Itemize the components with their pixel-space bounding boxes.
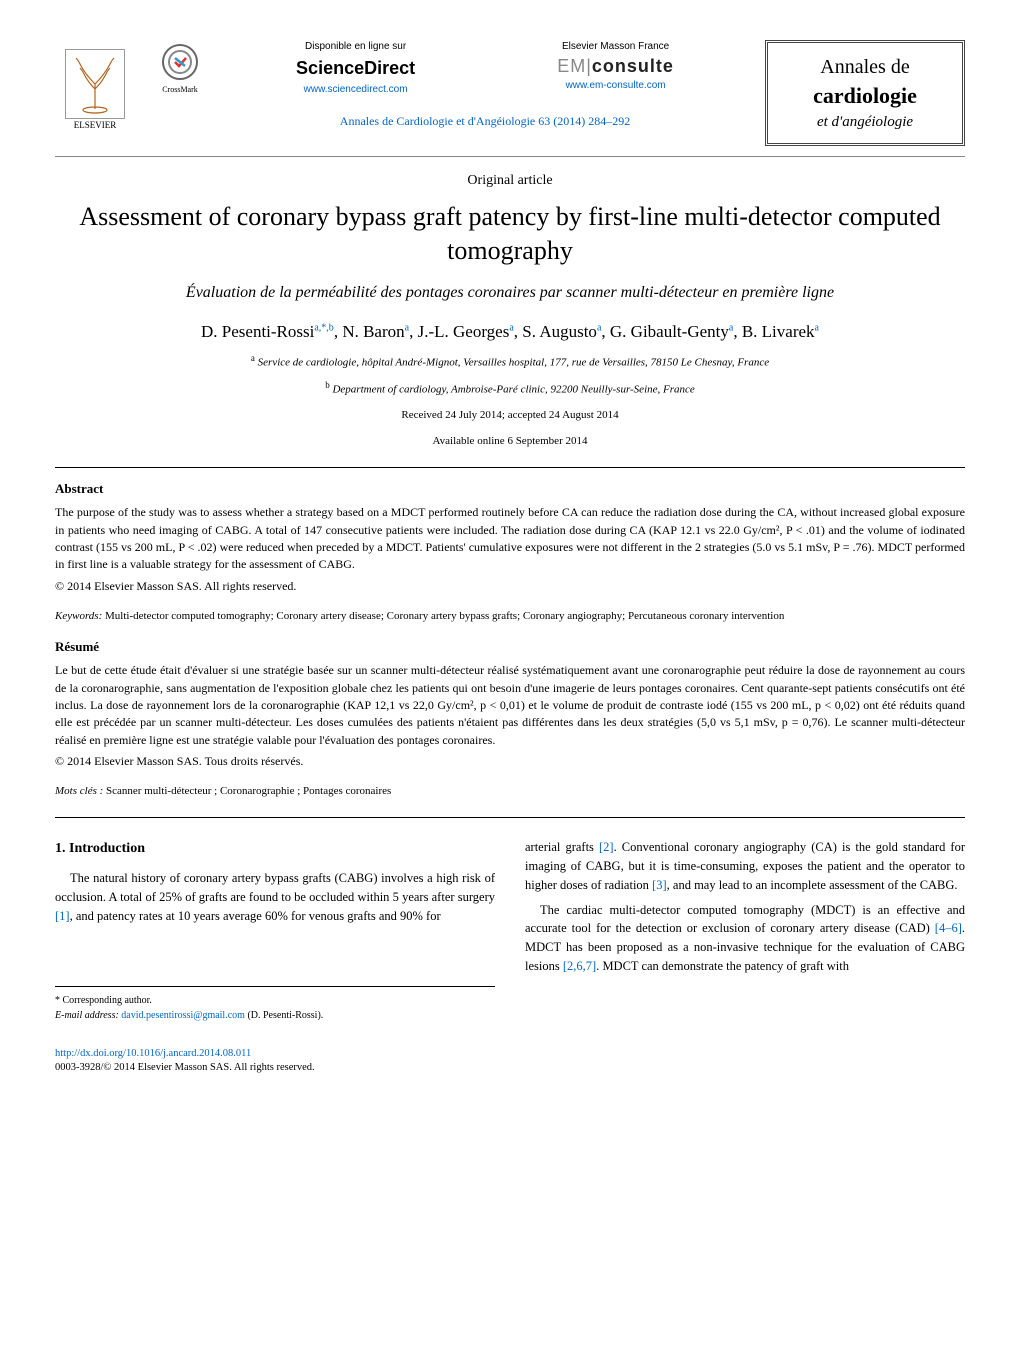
article-subtitle: Évaluation de la perméabilité des pontag… [55, 282, 965, 304]
keywords-label-en: Keywords: [55, 610, 102, 622]
doi-block: http://dx.doi.org/10.1016/j.ancard.2014.… [55, 1047, 965, 1076]
keywords-en: Keywords: Multi-detector computed tomogr… [55, 609, 965, 624]
author-affil-sup: a [815, 323, 819, 334]
author-name: N. Baron [342, 322, 404, 341]
author-affil-sup: a [405, 323, 409, 334]
keywords-label-fr: Mots clés : [55, 785, 103, 797]
author-affil-sup: a,*,b [314, 323, 333, 334]
author-affil-sup: a [509, 323, 513, 334]
right-column: arterial grafts [2]. Conventional corona… [525, 838, 965, 1022]
ref-2-6-7[interactable]: [2,6,7] [563, 959, 596, 973]
ref-3[interactable]: [3] [652, 878, 667, 892]
email-link[interactable]: david.pesentirossi@gmail.com [121, 1010, 245, 1021]
right-p1: arterial grafts [2]. Conventional corona… [525, 838, 965, 894]
abstract-heading: Abstract [55, 480, 965, 498]
affiliation: a Service de cardiologie, hôpital André-… [55, 352, 965, 371]
article-title: Assessment of coronary bypass graft pate… [55, 200, 965, 268]
elsevier-tree-icon [65, 49, 125, 119]
emconsulte-block: Elsevier Masson France EM|consulte www.e… [557, 40, 674, 97]
emconsulte-brand: EM|consulte [557, 54, 674, 79]
keywords-text-fr: Scanner multi-détecteur ; Coronarographi… [106, 785, 391, 797]
left-column: 1. Introduction The natural history of c… [55, 838, 495, 1022]
rule-top [55, 467, 965, 468]
corr-author: * Corresponding author. [55, 993, 495, 1008]
author-affil-sup: a [597, 323, 601, 334]
crossmark-label: CrossMark [162, 84, 198, 95]
author-name: S. Augusto [522, 322, 597, 341]
em-publisher: Elsevier Masson France [557, 40, 674, 54]
received-line: Received 24 July 2014; accepted 24 Augus… [55, 408, 965, 423]
journal-reference[interactable]: Annales de Cardiologie et d'Angéiologie … [340, 113, 630, 130]
sciencedirect-brand: ScienceDirect [296, 56, 415, 81]
resume-text: Le but de cette étude était d'évaluer si… [55, 662, 965, 749]
sd-availability: Disponible en ligne sur [296, 40, 415, 54]
masthead: ELSEVIER CrossMark Disponible en ligne s… [55, 40, 965, 157]
email-label: E-mail address: [55, 1010, 119, 1021]
corresponding-footnote: * Corresponding author. E-mail address: … [55, 986, 495, 1023]
resume-heading: Résumé [55, 638, 965, 656]
elsevier-label: ELSEVIER [74, 119, 117, 132]
right-p2: The cardiac multi-detector computed tomo… [525, 901, 965, 976]
crossmark-badge[interactable]: CrossMark [155, 40, 205, 100]
resume-copyright: © 2014 Elsevier Masson SAS. Tous droits … [55, 753, 965, 770]
abstract-copyright: © 2014 Elsevier Masson SAS. All rights r… [55, 578, 965, 595]
author-name: B. Livarek [742, 322, 815, 341]
crossmark-icon [162, 44, 198, 80]
author-name: D. Pesenti-Rossi [201, 322, 314, 341]
journal-name-2: cardiologie [778, 81, 952, 112]
sciencedirect-block: Disponible en ligne sur ScienceDirect ww… [296, 40, 415, 97]
ref-2[interactable]: [2] [599, 840, 614, 854]
journal-name-1: Annales de [778, 53, 952, 81]
email-who: (D. Pesenti-Rossi). [247, 1010, 323, 1021]
corr-email-line: E-mail address: david.pesentirossi@gmail… [55, 1008, 495, 1023]
journal-name-3: et d'angéiologie [778, 112, 952, 133]
ref-1[interactable]: [1] [55, 909, 70, 923]
online-line: Available online 6 September 2014 [55, 434, 965, 449]
issn-line: 0003-3928/© 2014 Elsevier Masson SAS. Al… [55, 1062, 315, 1073]
elsevier-logo: ELSEVIER [55, 40, 135, 140]
sciencedirect-link[interactable]: www.sciencedirect.com [296, 83, 415, 97]
article-type: Original article [55, 171, 965, 191]
introduction-heading: 1. Introduction [55, 838, 495, 859]
affiliation: b Department of cardiology, Ambroise-Par… [55, 379, 965, 398]
journal-title-box: Annales de cardiologie et d'angéiologie [765, 40, 965, 146]
doi-link[interactable]: http://dx.doi.org/10.1016/j.ancard.2014.… [55, 1048, 251, 1059]
ref-4-6[interactable]: [4–6] [935, 921, 962, 935]
abstract-text: The purpose of the study was to assess w… [55, 504, 965, 574]
keywords-fr: Mots clés : Scanner multi-détecteur ; Co… [55, 784, 965, 799]
author-affil-sup: a [729, 323, 733, 334]
publisher-block: Disponible en ligne sur ScienceDirect ww… [225, 40, 745, 130]
author-name: G. Gibault-Genty [610, 322, 729, 341]
author-name: J.-L. Georges [418, 322, 510, 341]
keywords-text-en: Multi-detector computed tomography; Coro… [105, 610, 784, 622]
body-columns: 1. Introduction The natural history of c… [55, 838, 965, 1022]
authors-line: D. Pesenti-Rossia,*,b, N. Barona, J.-L. … [55, 320, 965, 344]
emconsulte-link[interactable]: www.em-consulte.com [557, 79, 674, 93]
rule-bottom [55, 817, 965, 818]
intro-p1: The natural history of coronary artery b… [55, 869, 495, 925]
